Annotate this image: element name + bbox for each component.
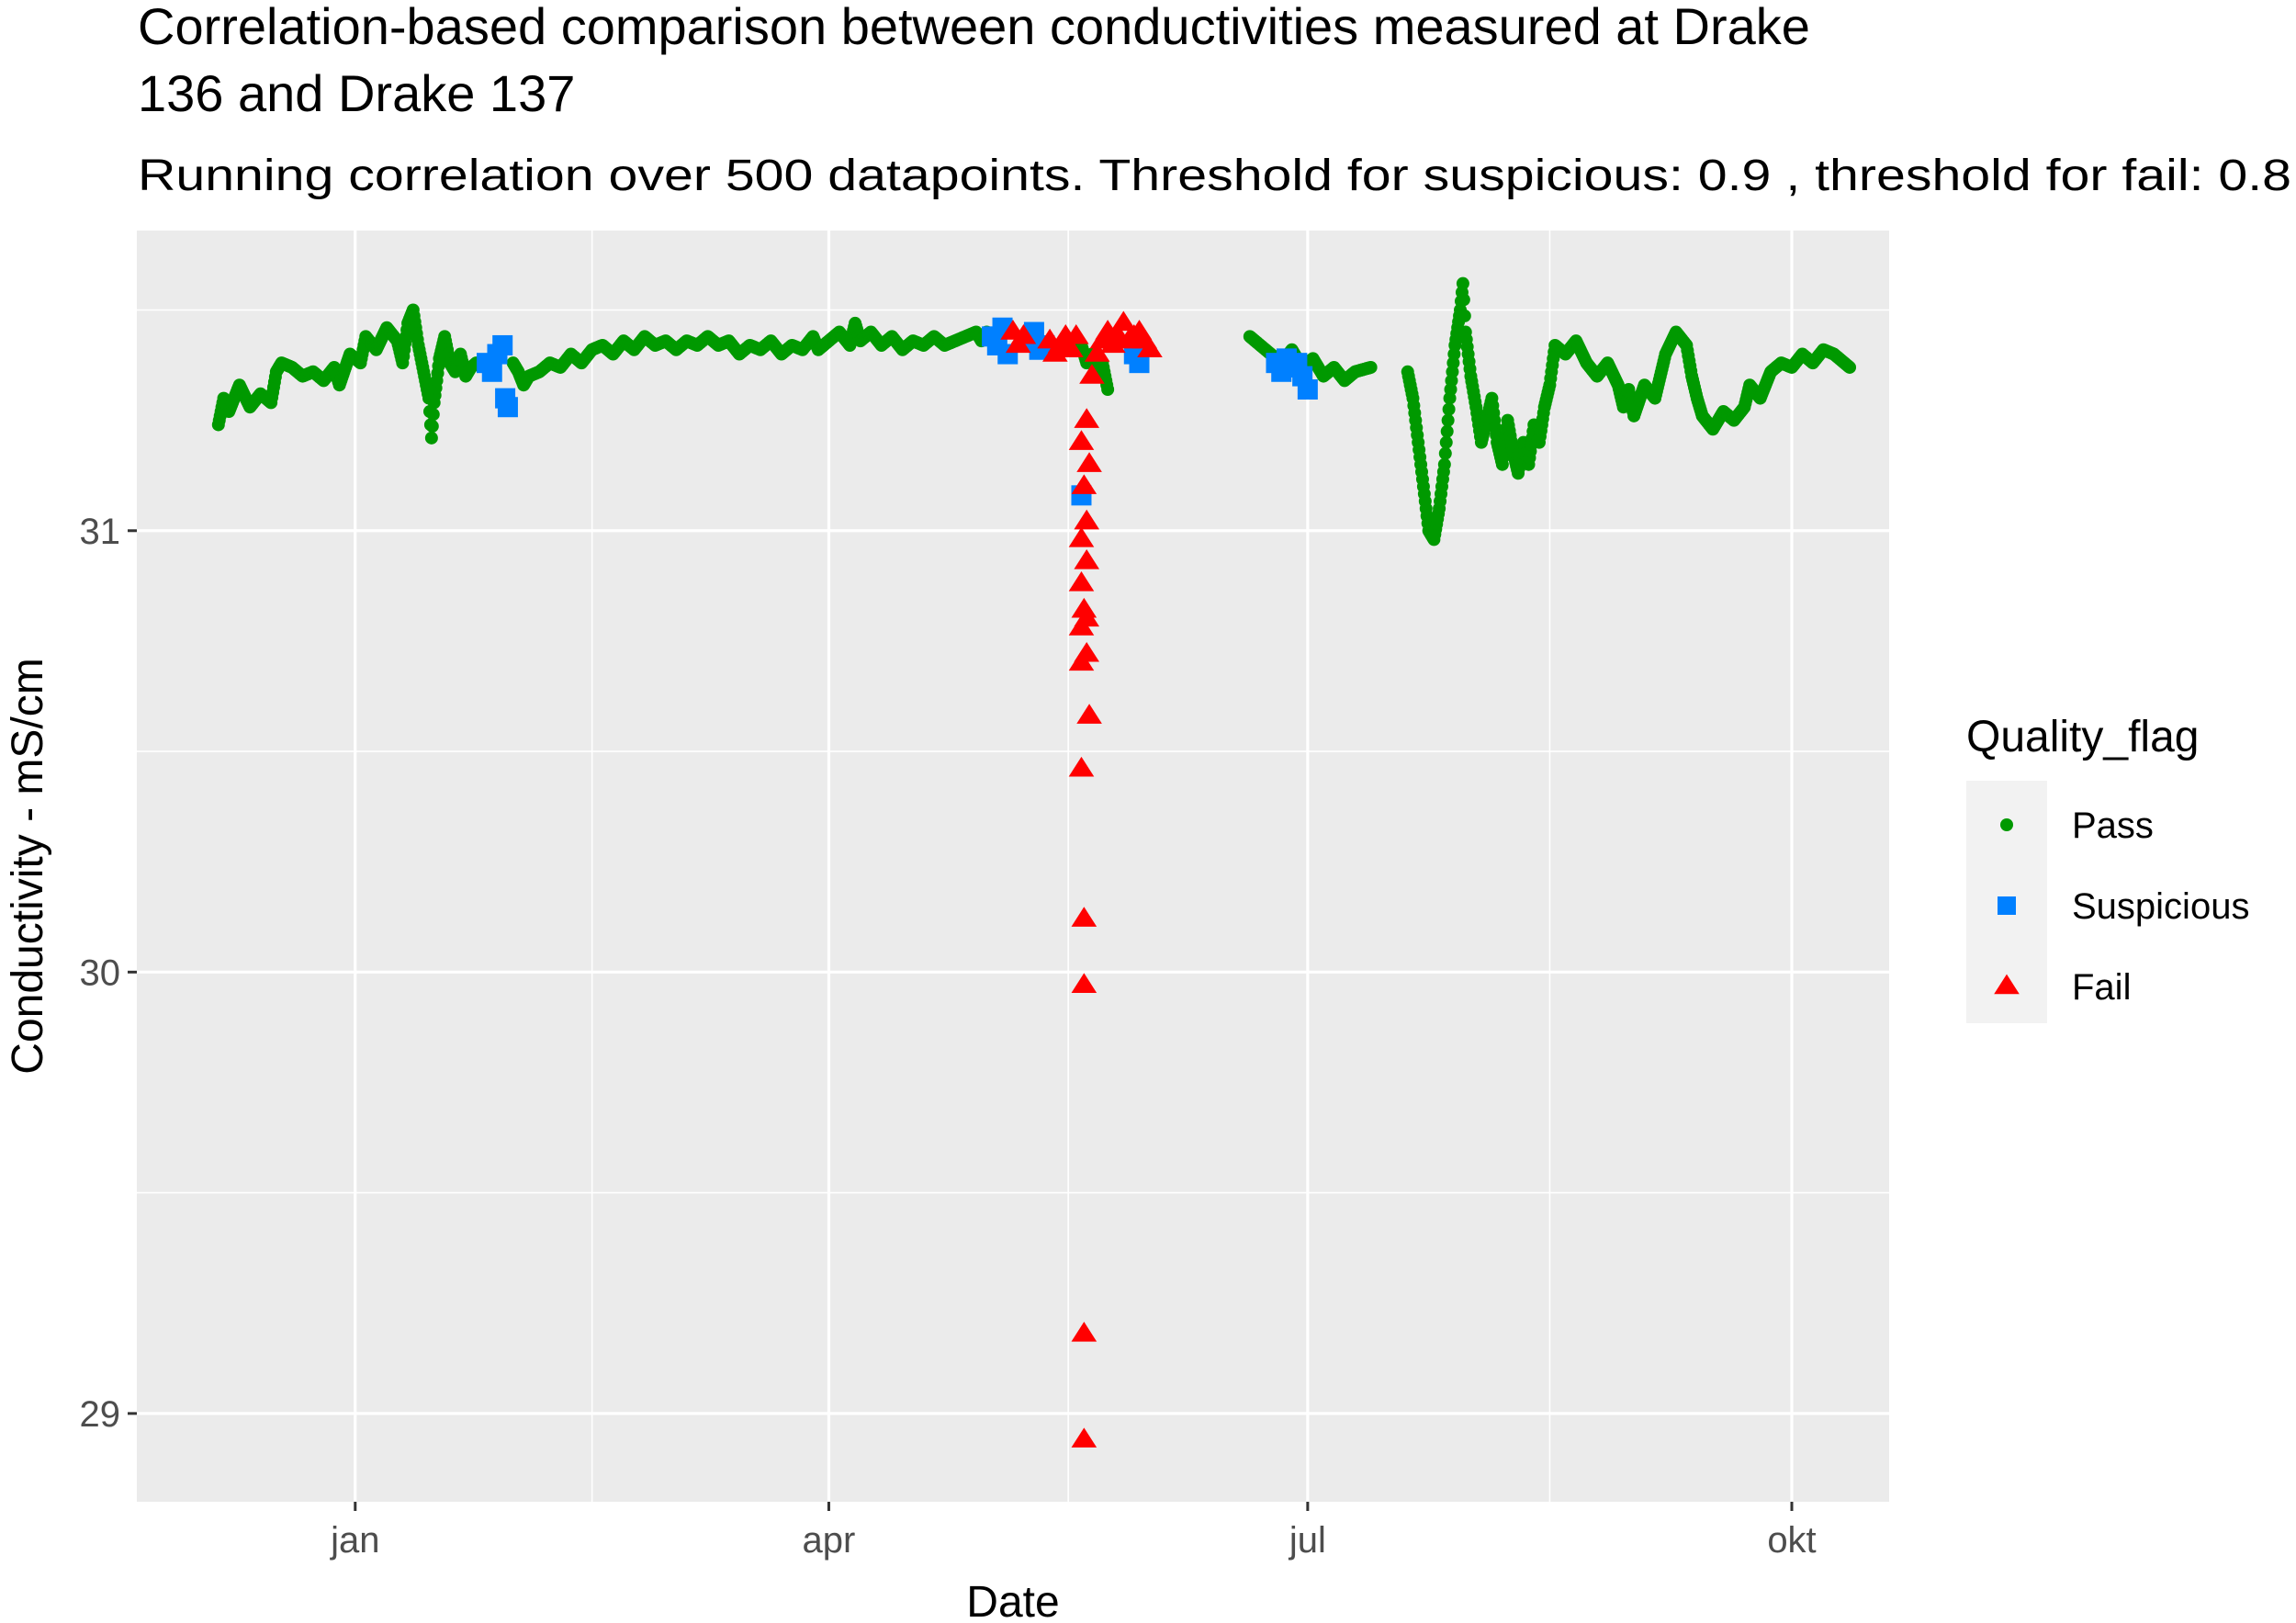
data-point-pass xyxy=(1457,293,1470,307)
y-tick-label: 29 xyxy=(80,1394,121,1435)
data-point-fail xyxy=(1074,549,1100,569)
x-tick-label: jan xyxy=(330,1520,379,1561)
data-point-fail xyxy=(1071,1321,1097,1342)
data-point-pass xyxy=(1843,360,1857,374)
x-tick-label: okt xyxy=(1767,1520,1816,1561)
data-point-suspicious xyxy=(1129,353,1150,374)
data-point-fail xyxy=(1071,907,1097,927)
series-fail xyxy=(1000,310,1163,1448)
data-point-fail xyxy=(1074,641,1100,662)
data-point-fail xyxy=(1068,571,1095,592)
plot-panel xyxy=(137,231,1889,1502)
legend-key-pass xyxy=(2000,818,2013,831)
data-point-pass xyxy=(1442,402,1456,416)
data-point-pass xyxy=(424,431,438,445)
data-point-pass xyxy=(1101,383,1115,396)
y-tick-label: 31 xyxy=(80,512,121,552)
data-point-pass xyxy=(426,408,440,422)
legend-label-pass: Pass xyxy=(2072,806,2154,846)
data-point-suspicious xyxy=(497,397,518,418)
legend: Quality_flag Pass Suspicious Fail xyxy=(1966,713,2249,1023)
data-point-fail xyxy=(1074,408,1100,428)
legend-key-suspicious xyxy=(1998,896,2016,915)
chart-subtitle: Running correlation over 500 datapoints.… xyxy=(138,152,2291,200)
chart-title-line-1: Correlation-based comparison between con… xyxy=(138,0,1810,55)
data-point-fail xyxy=(1063,323,1089,344)
data-point-fail xyxy=(1137,337,1163,357)
data-point-pass xyxy=(1458,309,1471,322)
data-point-pass xyxy=(1441,413,1455,427)
data-point-fail xyxy=(1110,310,1137,332)
legend-label-suspicious: Suspicious xyxy=(2072,886,2249,927)
data-point-fail xyxy=(1058,337,1084,357)
data-point-pass xyxy=(1437,457,1451,471)
data-point-fail xyxy=(1074,606,1100,627)
chart-title-line-2: 136 and Drake 137 xyxy=(138,64,575,122)
data-point-suspicious xyxy=(1297,379,1318,400)
x-tick-label: apr xyxy=(803,1520,856,1561)
data-point-pass xyxy=(425,420,439,434)
series-suspicious xyxy=(477,317,1318,506)
data-point-pass xyxy=(1438,446,1452,460)
data-point-fail xyxy=(1076,704,1102,724)
data-point-fail xyxy=(1079,364,1105,384)
y-axis-label: Conductivity - mS/cm xyxy=(4,658,52,1074)
x-axis-label: Date xyxy=(966,1578,1059,1623)
data-point-fail xyxy=(1068,756,1095,777)
data-point-pass xyxy=(1440,424,1454,438)
legend-label-fail: Fail xyxy=(2072,967,2131,1008)
data-point-fail xyxy=(1010,323,1037,344)
data-point-fail xyxy=(1071,973,1097,993)
data-point-suspicious xyxy=(492,334,513,355)
data-point-fail xyxy=(1084,342,1110,362)
data-point-fail xyxy=(1074,509,1100,530)
data-point-fail xyxy=(1071,474,1097,494)
y-tick-label: 30 xyxy=(80,952,121,993)
data-point-pass xyxy=(1456,276,1469,290)
data-point-fail xyxy=(1076,452,1102,472)
legend-title: Quality_flag xyxy=(1966,713,2199,761)
x-tick-label: jul xyxy=(1289,1520,1326,1561)
legend-key-fail xyxy=(1994,974,2020,995)
data-point-pass xyxy=(1439,435,1453,449)
data-point-suspicious xyxy=(481,361,502,382)
data-point-fail xyxy=(1068,430,1095,450)
data-point-pass xyxy=(1364,360,1378,374)
data-point-fail xyxy=(1071,1427,1097,1448)
data-point-fail xyxy=(1068,526,1095,547)
